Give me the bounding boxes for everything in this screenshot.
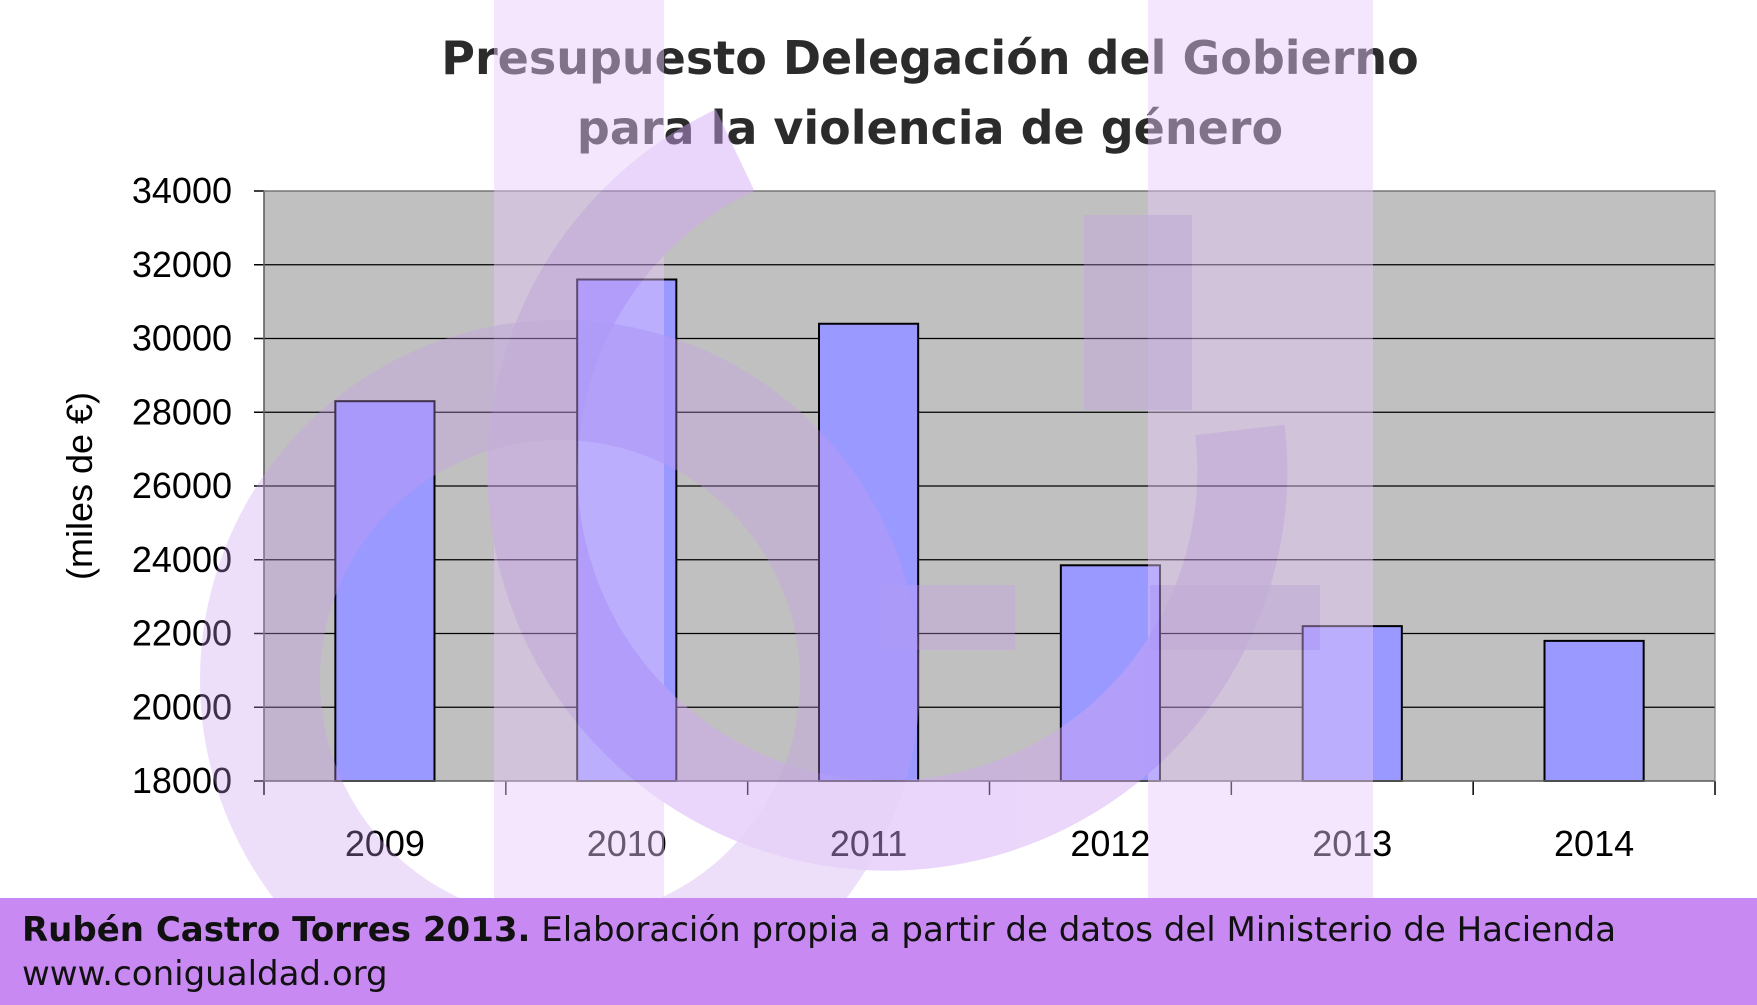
axes (254, 190, 1716, 795)
website-text: www.conigualdad.org (22, 954, 388, 994)
y-tick-label-34000: 34000 (132, 170, 232, 211)
y-axis-label: (miles de €) (59, 392, 100, 580)
chart-title-line-2: para la violencia de género (577, 101, 1283, 155)
bar-2011 (818, 322, 920, 782)
y-tick-label-32000: 32000 (132, 244, 232, 285)
chart-title-line-1: Presupuesto Delegación del Gobierno (441, 31, 1419, 85)
bar-2013 (1301, 625, 1403, 782)
equality-gender-symbol-icon (200, 0, 1373, 898)
y-tick-label-30000: 30000 (132, 318, 232, 359)
y-tick-labels: 18000 20000 22000 24000 26000 28000 30000 32000… (132, 170, 232, 801)
y-tick-label-20000: 20000 (132, 686, 232, 727)
source-line: Rubén Castro Torres 2013. Elaboración pr… (22, 908, 1735, 952)
source-footer: Rubén Castro Torres 2013. Elaboración pr… (0, 898, 1757, 1005)
x-tick-labels: 2009 2010 2011 2012 2013 2014 (345, 823, 1634, 864)
x-tick-label-2013: 2013 (1312, 823, 1392, 864)
y-tick-label-26000: 26000 (132, 465, 232, 506)
source-text: Elaboración propia a partir de datos del… (530, 910, 1617, 950)
x-tick-label-2012: 2012 (1070, 823, 1150, 864)
y-tick-label-24000: 24000 (132, 539, 232, 580)
bar-2010 (576, 278, 678, 782)
author-credit: Rubén Castro Torres 2013. (22, 910, 531, 950)
x-tick-label-2011: 2011 (830, 823, 907, 864)
y-tick-label-22000: 22000 (132, 613, 232, 654)
x-tick-label-2009: 2009 (345, 823, 425, 864)
bar-2014 (1543, 639, 1645, 782)
bar-2012 (1059, 564, 1161, 782)
budget-bar-chart: Presupuesto Delegación del Gobierno para… (59, 0, 1716, 898)
x-tick-label-2010: 2010 (587, 823, 667, 864)
x-tick-label-2014: 2014 (1554, 823, 1634, 864)
plot-border (263, 190, 1716, 782)
y-tick-label-18000: 18000 (132, 760, 232, 801)
y-tick-label-28000: 28000 (132, 391, 232, 432)
bars (334, 278, 1645, 782)
bar-2009 (334, 400, 436, 782)
